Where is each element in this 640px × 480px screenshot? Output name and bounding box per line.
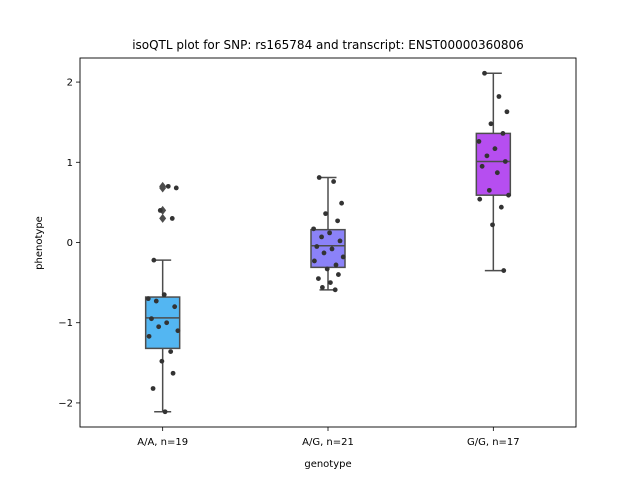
data-point (319, 234, 324, 240)
data-point (311, 226, 316, 232)
data-point (335, 218, 340, 224)
data-point (494, 170, 500, 176)
data-point (479, 163, 485, 169)
data-point (149, 316, 154, 322)
data-point (323, 211, 328, 217)
data-point (151, 257, 157, 263)
data-point (165, 183, 171, 189)
data-point (145, 296, 151, 302)
data-point (146, 333, 152, 339)
y-axis-label: phenotype (34, 216, 45, 270)
data-point (316, 276, 321, 281)
data-point (340, 254, 346, 260)
x-tick-label: A/G, n=21 (302, 437, 354, 448)
data-point (312, 258, 317, 264)
data-point (316, 175, 322, 180)
data-point (482, 70, 487, 76)
data-point (500, 131, 506, 136)
data-point (329, 246, 335, 252)
data-point (328, 280, 333, 286)
data-point (490, 222, 495, 228)
data-point (476, 139, 482, 144)
data-point (314, 244, 320, 249)
data-point (337, 238, 343, 244)
data-point (168, 349, 174, 354)
x-axis-label: genotype (304, 459, 351, 470)
data-point (488, 121, 494, 127)
data-point (164, 320, 170, 326)
data-point (331, 179, 336, 184)
axes: −2 −1 0 1 2 A/A, n=19 A/G, n=21 G/G, n=17 (58, 78, 519, 448)
data-point (175, 328, 181, 334)
outlier-marker (159, 183, 167, 193)
data-point (156, 324, 162, 330)
data-point (172, 304, 178, 310)
data-point (484, 153, 490, 159)
data-point (506, 192, 511, 198)
data-point (161, 292, 167, 298)
y-tick-label: −1 (58, 318, 73, 329)
data-point (333, 262, 339, 268)
data-point (339, 200, 344, 206)
data-point (504, 109, 510, 115)
data-point (153, 298, 159, 304)
data-point (496, 94, 502, 99)
data-point (502, 159, 508, 164)
x-tick-label: A/A, n=19 (137, 437, 188, 448)
data-point (501, 268, 507, 273)
y-tick-label: 1 (67, 158, 73, 169)
data-point (150, 386, 156, 391)
data-point (492, 146, 498, 152)
data-point (498, 204, 504, 210)
data-point (321, 250, 327, 256)
y-tick-label: 2 (67, 78, 73, 89)
data-point (162, 409, 168, 415)
data-point (170, 370, 176, 376)
data-point (477, 196, 483, 202)
x-tick-label: G/G, n=17 (467, 437, 520, 448)
data-point (486, 187, 492, 193)
y-tick-label: 0 (67, 238, 73, 249)
data-point (327, 230, 332, 236)
data-point (336, 272, 341, 277)
data-point (324, 266, 330, 272)
chart-title: isoQTL plot for SNP: rs165784 and transc… (132, 38, 524, 52)
data-point (332, 287, 338, 293)
data-point (320, 285, 325, 290)
y-tick-label: −2 (58, 398, 73, 409)
data-point (159, 358, 165, 364)
data-point (157, 208, 163, 213)
data-point (169, 216, 175, 221)
outlier-marker (159, 213, 167, 223)
plot-area (144, 70, 512, 415)
data-point (173, 185, 179, 191)
